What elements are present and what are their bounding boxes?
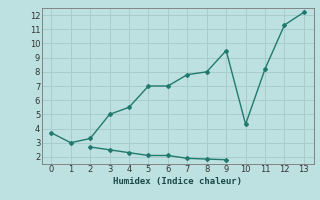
X-axis label: Humidex (Indice chaleur): Humidex (Indice chaleur)	[113, 177, 242, 186]
